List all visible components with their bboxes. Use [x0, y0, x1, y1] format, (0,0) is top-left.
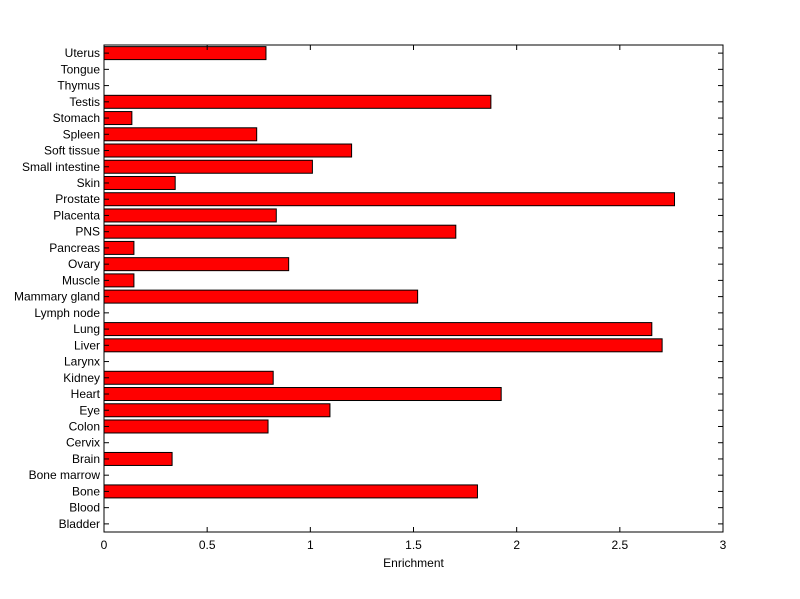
bar-eye [103, 403, 331, 418]
bar-colon [103, 419, 269, 434]
bar-skin [103, 175, 176, 190]
y-tick-label-colon: Colon [69, 419, 100, 433]
x-tick-label: 3 [720, 538, 727, 552]
y-tick-label-cervix: Cervix [66, 436, 100, 450]
axis-ticks [103, 45, 724, 532]
y-tick-label-tongue: Tongue [61, 62, 101, 76]
x-tick-labels: 0 0.5 1 1.5 2 2.5 3 [101, 538, 727, 552]
y-tick-label-blood: Blood [69, 501, 100, 515]
bar-mammary-gland [103, 289, 419, 304]
y-tick-label-ovary: Ovary [68, 257, 100, 271]
y-tick-label-kidney: Kidney [63, 371, 100, 385]
bar-soft-tissue [103, 143, 353, 158]
y-tick-label-bladder: Bladder [59, 517, 100, 531]
y-tick-label-mammary-gland: Mammary gland [14, 290, 100, 304]
y-tick-label-pancreas: Pancreas [49, 241, 100, 255]
y-tick-labels: Bladder Blood Bone Bone marrow Brain Cervix Co… [14, 46, 101, 531]
bar-brain [103, 451, 173, 466]
bar-heart [103, 387, 502, 402]
y-tick-label-pns: PNS [75, 225, 100, 239]
y-tick-label-stomach: Stomach [53, 111, 100, 125]
y-tick-label-larynx: Larynx [64, 355, 100, 369]
plot-frame [103, 44, 724, 533]
bar-small-intestine [103, 159, 313, 174]
x-tick-label: 1.5 [405, 538, 422, 552]
y-tick-label-bone: Bone [72, 484, 100, 498]
bar-placenta [103, 208, 277, 223]
y-tick-label-thymus: Thymus [57, 79, 100, 93]
y-tick-label-placenta: Placenta [53, 208, 100, 222]
bar-bone [103, 484, 478, 499]
x-tick-label: 2.5 [611, 538, 628, 552]
y-tick-label-soft-tissue: Soft tissue [44, 144, 100, 158]
bar-liver [103, 338, 663, 353]
y-tick-label-uterus: Uterus [65, 46, 100, 60]
bar-kidney [103, 370, 274, 385]
y-tick-label-spleen: Spleen [63, 127, 100, 141]
y-tick-label-prostate: Prostate [55, 192, 100, 206]
x-tick-label: 0.5 [199, 538, 216, 552]
x-axis-label: Enrichment [383, 556, 444, 570]
bar-testis [103, 94, 492, 109]
y-tick-label-eye: Eye [79, 403, 100, 417]
y-tick-label-skin: Skin [77, 176, 100, 190]
y-tick-label-bone-marrow: Bone marrow [29, 468, 101, 482]
bar-ovary [103, 257, 290, 272]
bar-lung [103, 322, 653, 337]
bar-uterus [103, 46, 267, 61]
y-tick-label-heart: Heart [71, 387, 101, 401]
y-tick-label-testis: Testis [69, 95, 100, 109]
bar-spleen [103, 127, 258, 142]
y-tick-label-muscle: Muscle [62, 273, 100, 287]
y-tick-label-small-intestine: Small intestine [22, 160, 100, 174]
x-tick-label: 0 [101, 538, 108, 552]
bar-series [103, 46, 676, 499]
bar-pns [103, 224, 457, 239]
y-tick-label-lymph-node: Lymph node [34, 306, 100, 320]
x-tick-label: 1 [307, 538, 314, 552]
y-tick-label-liver: Liver [74, 338, 100, 352]
y-tick-label-brain: Brain [72, 452, 100, 466]
x-tick-label: 2 [513, 538, 520, 552]
y-tick-label-lung: Lung [73, 322, 100, 336]
bar-prostate [103, 192, 676, 207]
